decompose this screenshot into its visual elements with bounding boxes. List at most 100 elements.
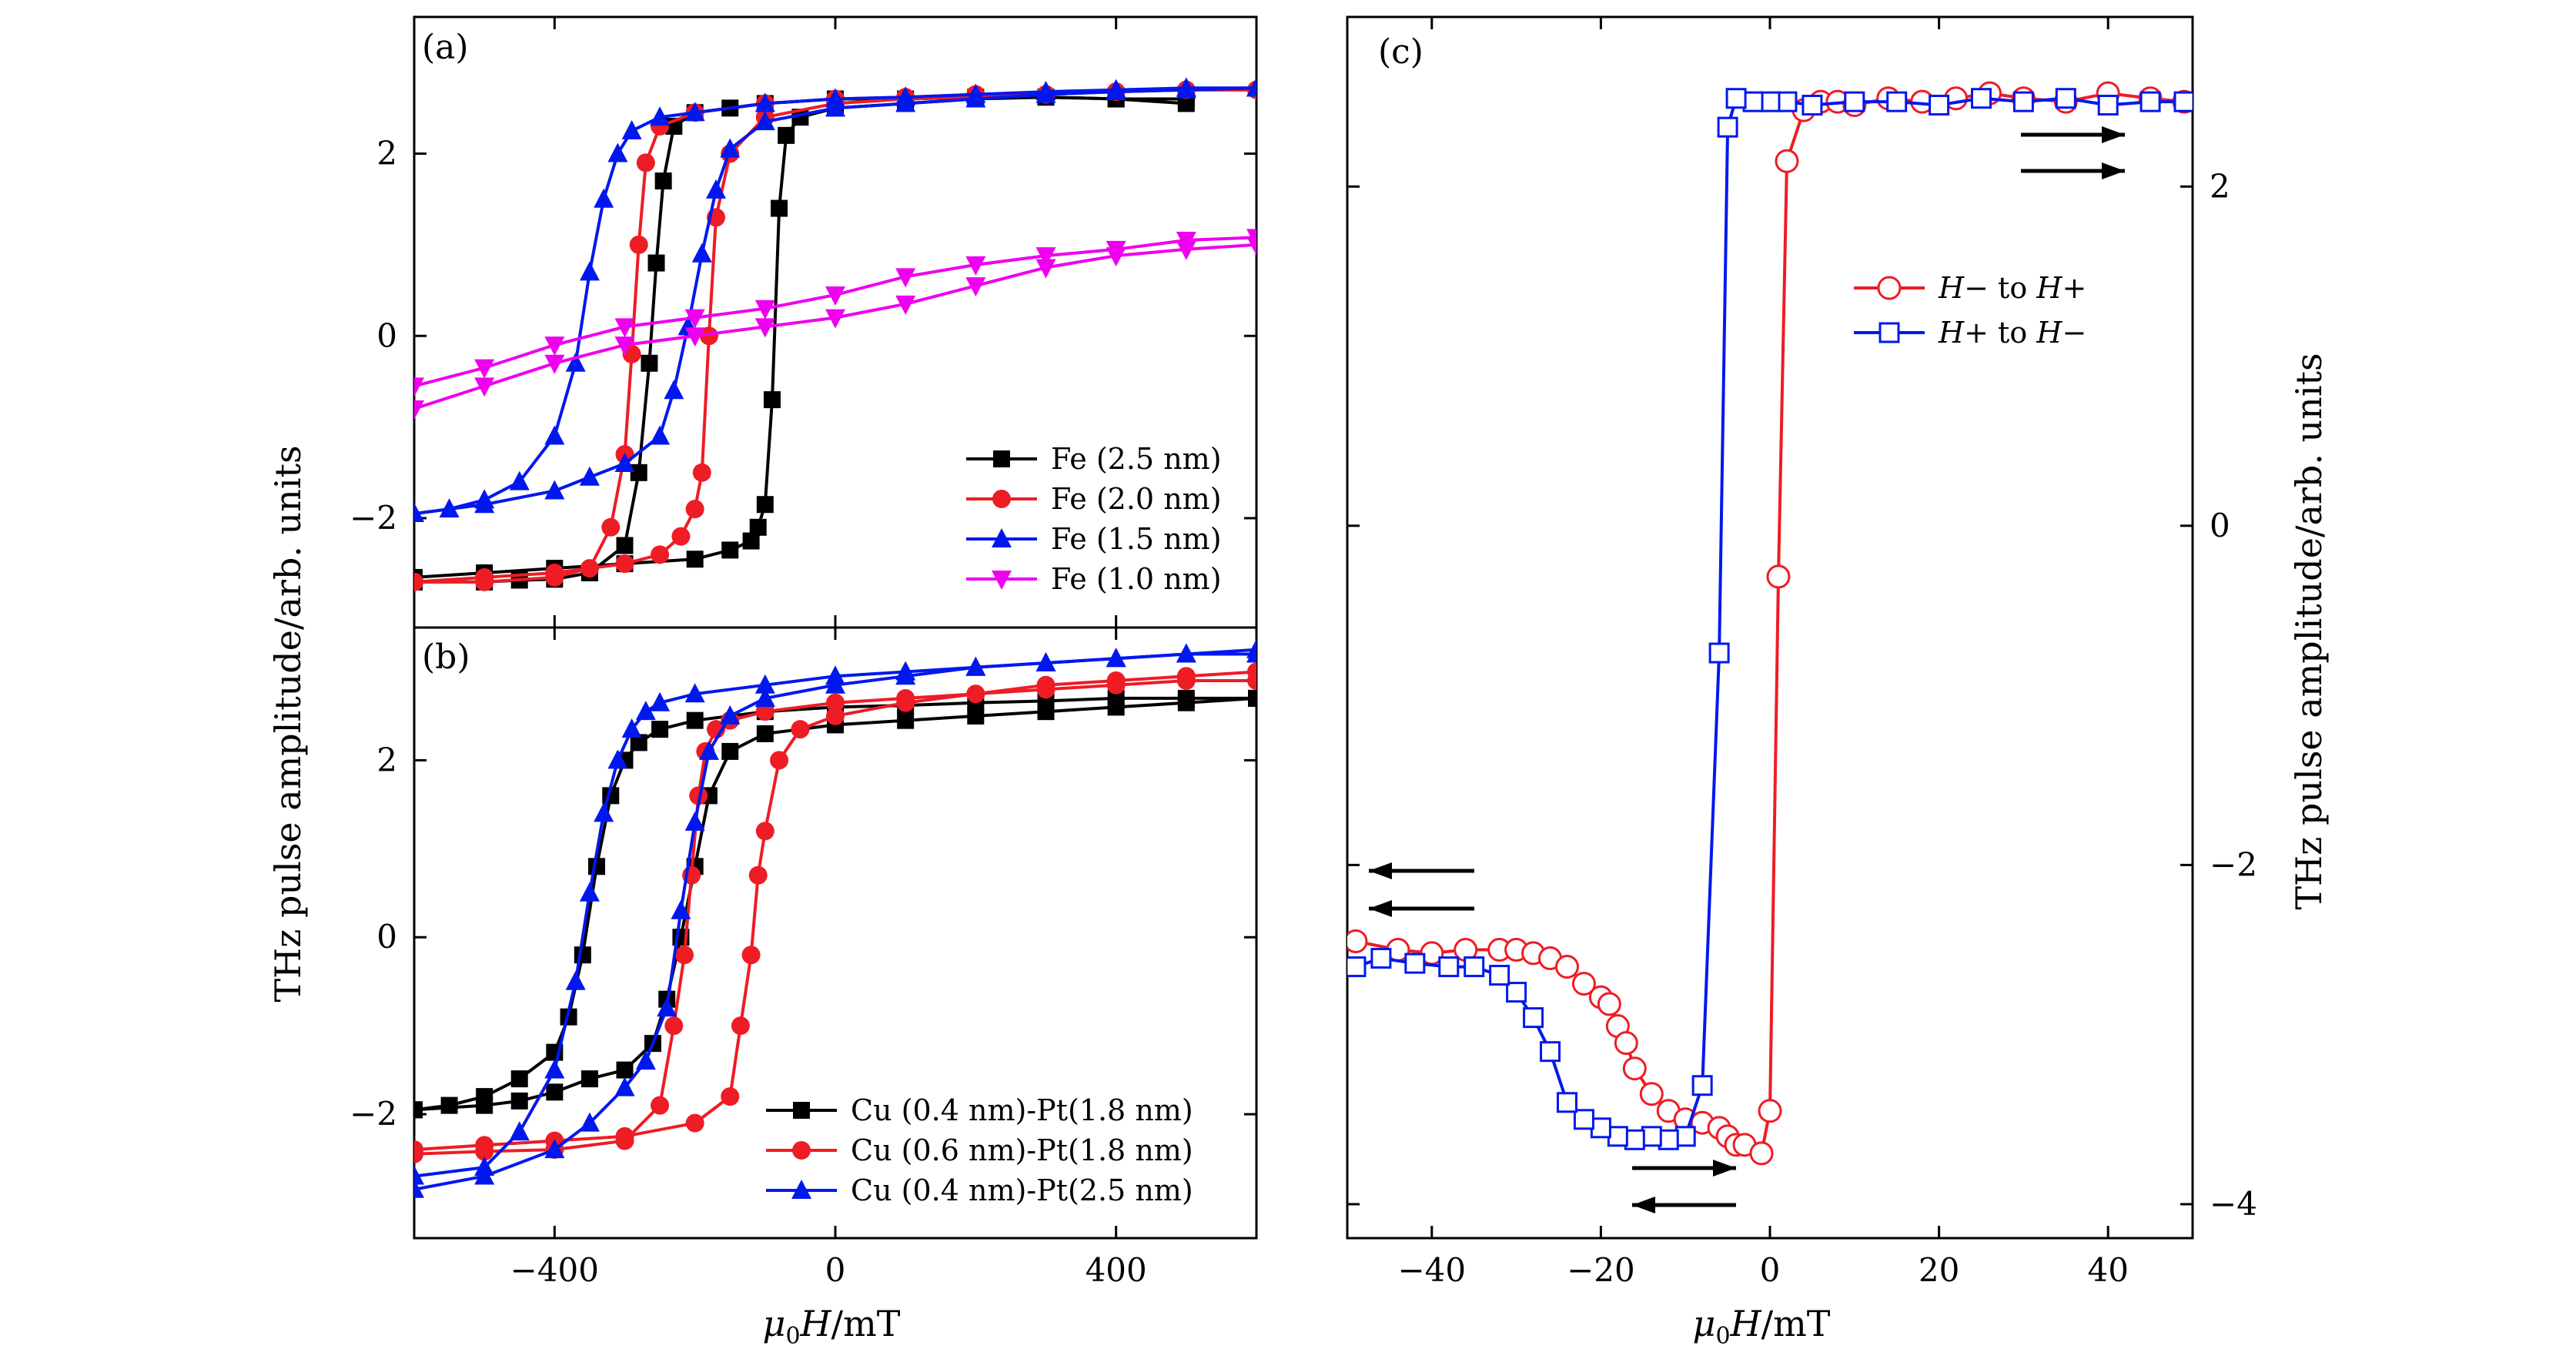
data-point bbox=[755, 702, 774, 721]
data-point bbox=[579, 882, 600, 902]
data-point bbox=[763, 391, 781, 409]
data-point bbox=[698, 740, 719, 760]
data-point bbox=[544, 1139, 565, 1159]
data-point bbox=[895, 665, 916, 685]
data-point bbox=[895, 92, 916, 112]
x-tick-label: −20 bbox=[1567, 1251, 1635, 1289]
legend-text-part: − to bbox=[1964, 271, 2036, 305]
data-point bbox=[720, 138, 741, 158]
legend-label: Fe (2.5 nm) bbox=[1051, 442, 1222, 476]
x-tick-label: 20 bbox=[1919, 1251, 1959, 1289]
data-point bbox=[756, 496, 774, 514]
data-point bbox=[544, 425, 565, 445]
legend-text-part: + bbox=[2062, 271, 2086, 305]
data-point bbox=[607, 142, 628, 162]
data-point bbox=[544, 480, 565, 500]
data-point bbox=[826, 693, 845, 712]
data-point bbox=[475, 567, 494, 587]
data-point bbox=[1106, 648, 1126, 668]
data-point bbox=[1929, 95, 1950, 116]
data-point bbox=[510, 1070, 528, 1088]
data-point bbox=[1404, 952, 1426, 974]
data-point bbox=[1506, 982, 1527, 1003]
data-point bbox=[1758, 1099, 1782, 1123]
data-point bbox=[967, 707, 985, 725]
legend-label: Cu (0.4 nm)-Pt(2.5 nm) bbox=[851, 1173, 1193, 1207]
data-point bbox=[601, 517, 621, 537]
data-point bbox=[1177, 694, 1195, 711]
data-point bbox=[545, 563, 564, 582]
series-line bbox=[414, 696, 1256, 1112]
data-point bbox=[684, 102, 705, 122]
series-a-2 bbox=[414, 77, 1256, 523]
data-point bbox=[651, 545, 670, 564]
data-point bbox=[1177, 95, 1195, 112]
data-point bbox=[1554, 955, 1579, 979]
x-tick-label: 40 bbox=[2087, 1251, 2128, 1289]
series-line bbox=[414, 670, 1256, 1152]
data-point bbox=[651, 721, 669, 738]
data-point bbox=[1246, 236, 1256, 256]
data-point bbox=[1246, 77, 1256, 97]
data-point bbox=[664, 1016, 684, 1036]
data-point bbox=[1708, 642, 1730, 664]
data-point bbox=[635, 701, 656, 721]
data-point bbox=[1725, 88, 1747, 109]
data-point bbox=[1742, 91, 1764, 112]
data-point bbox=[1717, 116, 1738, 138]
legend-text-part: H bbox=[1938, 316, 1965, 350]
arrow-right-1-head bbox=[2102, 126, 2125, 143]
data-point bbox=[1035, 83, 1056, 103]
legend-text-part: − bbox=[2062, 316, 2086, 350]
series-line bbox=[414, 679, 1256, 1156]
data-point bbox=[684, 811, 705, 831]
data-point bbox=[1176, 643, 1196, 663]
data-point bbox=[1540, 1041, 1561, 1063]
data-point bbox=[1370, 948, 1392, 969]
data-point bbox=[1176, 667, 1196, 686]
data-point bbox=[607, 749, 628, 769]
legend-label: H+ to H− bbox=[1938, 316, 2086, 350]
panel-tag-b: (b) bbox=[422, 638, 470, 677]
data-point bbox=[657, 997, 677, 1017]
data-point bbox=[510, 1092, 528, 1110]
data-point bbox=[1176, 240, 1196, 260]
data-point bbox=[897, 711, 915, 729]
data-point bbox=[475, 1136, 494, 1155]
arrow-left-1-head bbox=[1369, 862, 1392, 879]
data-point bbox=[1877, 276, 1902, 300]
data-point bbox=[965, 256, 986, 276]
data-point bbox=[754, 111, 775, 131]
series-line bbox=[414, 86, 1256, 516]
data-point bbox=[778, 126, 795, 144]
data-point bbox=[414, 572, 423, 591]
data-point bbox=[1464, 956, 1485, 978]
data-point bbox=[825, 286, 845, 306]
panel-a: −2 0 2 Fe (2.5 nm) Fe (2.0 nm) Fe (1.5 nm) Fe … bbox=[350, 15, 1258, 629]
legend-label: Cu (0.4 nm)-Pt(1.8 nm) bbox=[851, 1093, 1193, 1127]
data-point bbox=[615, 1126, 634, 1146]
data-point bbox=[2173, 91, 2193, 112]
data-point bbox=[826, 706, 845, 725]
data-point bbox=[580, 1070, 598, 1088]
data-point bbox=[691, 243, 712, 263]
data-point bbox=[686, 551, 704, 568]
data-point bbox=[474, 1165, 495, 1185]
data-point bbox=[965, 656, 986, 676]
y-tick-label: −2 bbox=[2210, 845, 2257, 883]
data-point bbox=[1106, 671, 1126, 690]
data-point bbox=[825, 674, 845, 694]
series-b-2 bbox=[414, 638, 1256, 1198]
data-point bbox=[2139, 91, 2161, 112]
data-point bbox=[594, 188, 614, 208]
data-point bbox=[574, 946, 591, 964]
data-point bbox=[664, 380, 684, 400]
data-point bbox=[1802, 95, 1823, 116]
y-tick-label: −2 bbox=[350, 499, 397, 537]
data-point bbox=[654, 172, 672, 190]
y-tick-label: 2 bbox=[376, 135, 397, 172]
data-point bbox=[2012, 91, 2034, 112]
data-point bbox=[636, 153, 655, 172]
x-tick-label: 0 bbox=[825, 1251, 846, 1289]
